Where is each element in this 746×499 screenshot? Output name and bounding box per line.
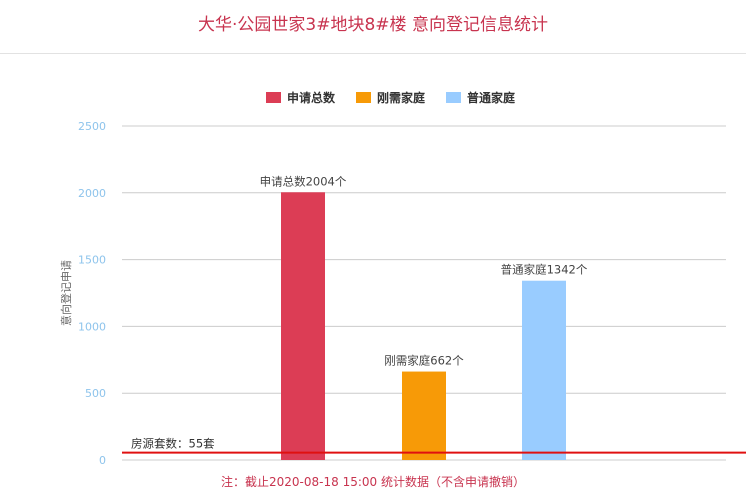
data-label-刚需家庭: 刚需家庭662个: [384, 354, 464, 368]
bar-刚需家庭: [402, 371, 446, 460]
legend-label-普通家庭: 普通家庭: [467, 90, 515, 105]
data-label-普通家庭: 普通家庭1342个: [501, 263, 588, 277]
title-divider: [0, 53, 746, 54]
y-tick-label-1500: 1500: [78, 254, 106, 267]
legend-label-申请总数: 申请总数: [287, 90, 336, 105]
data-label-申请总数: 申请总数2004个: [260, 174, 347, 188]
y-tick-label-2500: 2500: [78, 120, 106, 133]
legend-swatch-刚需家庭: [356, 92, 371, 103]
bars: [281, 192, 566, 460]
bar-普通家庭: [522, 280, 566, 460]
page-title: 大华·公园世家3#地块8#楼 意向登记信息统计: [198, 15, 548, 35]
legend-label-刚需家庭: 刚需家庭: [377, 90, 425, 105]
y-axis-ticks: 0 500 1000 1500 2000 2500: [78, 120, 106, 467]
y-tick-label-2000: 2000: [78, 187, 106, 200]
legend-swatch-申请总数: [266, 92, 281, 103]
y-tick-label-0: 0: [99, 454, 106, 467]
reference-line-group: 房源套数：55套: [122, 437, 746, 454]
reference-line-label: 房源套数：55套: [131, 437, 215, 451]
y-tick-label-1000: 1000: [78, 320, 106, 333]
bar-申请总数: [281, 192, 325, 460]
y-tick-label-500: 500: [85, 387, 106, 400]
legend-swatch-普通家庭: [446, 92, 461, 103]
legend: 申请总数 刚需家庭 普通家庭: [266, 90, 515, 105]
y-axis-label: 意向登记申请: [59, 260, 73, 326]
footnote: 注：截止2020-08-18 15:00 统计数据（不含申请撤销）: [221, 475, 525, 489]
